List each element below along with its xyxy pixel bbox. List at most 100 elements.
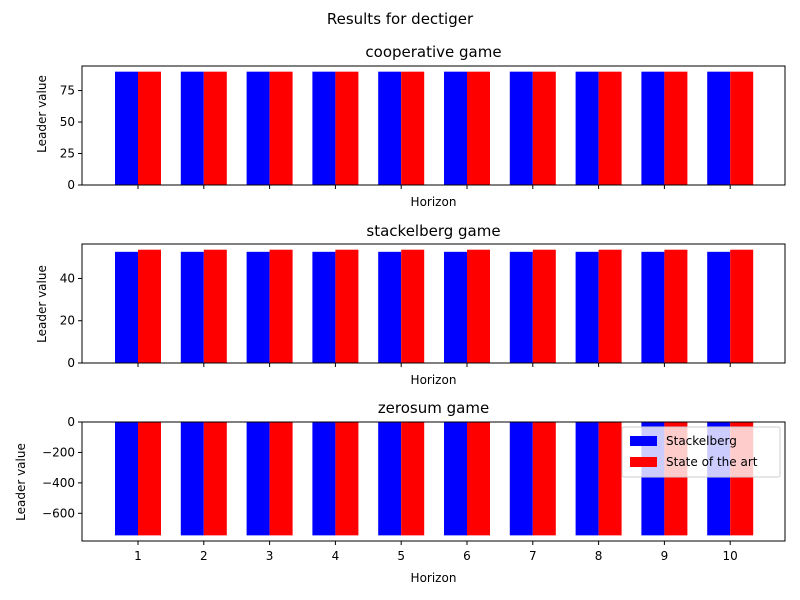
bar-state-of-the-art-h1	[138, 249, 161, 363]
bar-stackelberg-h8	[575, 71, 599, 185]
bar-state-of-the-art-h6	[467, 422, 490, 536]
bar-state-of-the-art-h1	[138, 71, 161, 185]
bar-stackelberg-h10	[707, 71, 731, 185]
bar-stackelberg-h2	[180, 251, 204, 363]
panel-2-plot-area: 0 20 40	[60, 243, 786, 370]
bar-state-of-the-art-h4	[335, 249, 359, 363]
bar-stackelberg-h7	[509, 422, 533, 536]
xtick-label: 2	[200, 549, 208, 563]
bar-stackelberg-h5	[378, 71, 402, 185]
bar-stackelberg-h4	[312, 422, 336, 536]
bar-stackelberg-h2	[180, 422, 204, 536]
bar-stackelberg-h5	[378, 422, 402, 536]
ytick-label: 40	[60, 271, 75, 285]
bar-stackelberg-h6	[444, 71, 467, 185]
bar-state-of-the-art-h5	[401, 71, 425, 185]
panel-2-title: stackelberg game	[366, 222, 500, 240]
bar-state-of-the-art-h8	[598, 249, 622, 363]
axes-frame	[81, 243, 786, 364]
bar-state-of-the-art-h3	[269, 249, 293, 363]
bar-state-of-the-art-h7	[532, 71, 556, 185]
bar-state-of-the-art-h4	[335, 422, 359, 536]
ytick-label: 75	[60, 84, 75, 98]
ytick-label: 25	[60, 147, 75, 161]
bar-stackelberg-h6	[444, 251, 467, 363]
bar-state-of-the-art-h8	[598, 422, 622, 536]
bar-stackelberg-h8	[575, 251, 599, 363]
axes-frame	[81, 65, 786, 186]
bar-state-of-the-art-h3	[269, 422, 293, 536]
bar-state-of-the-art-h3	[269, 71, 293, 185]
panel-stackelberg: stackelberg game 0 20 40 Horizon Leader va…	[35, 222, 786, 387]
bar-state-of-the-art-h9	[664, 71, 688, 185]
bar-stackelberg-h3	[246, 71, 270, 185]
xtick-label: 1	[134, 549, 142, 563]
bar-stackelberg-h7	[509, 251, 533, 363]
bar-state-of-the-art-h4	[335, 71, 359, 185]
panel-1-title: cooperative game	[365, 43, 501, 61]
ytick-label: 0	[67, 415, 75, 429]
bar-stackelberg-h9	[641, 71, 665, 185]
ytick-label: 0	[67, 356, 75, 370]
bar-stackelberg-h5	[378, 251, 402, 363]
panel-2-xlabel: Horizon	[411, 373, 457, 387]
xtick-label: 7	[529, 549, 537, 563]
bar-stackelberg-h1	[115, 422, 138, 536]
bar-stackelberg-h3	[246, 251, 270, 363]
legend-label: State of the art	[666, 455, 758, 469]
panel-3-xlabel: Horizon	[411, 571, 457, 585]
ytick-label: −200	[42, 445, 75, 459]
panel-3-ylabel: Leader value	[14, 443, 28, 521]
xtick-label: 10	[723, 549, 738, 563]
ytick-label: 50	[60, 115, 75, 129]
bar-state-of-the-art-h9	[664, 249, 688, 363]
bar-stackelberg-h8	[575, 422, 599, 536]
bar-state-of-the-art-h7	[532, 422, 556, 536]
bar-stackelberg-h4	[312, 71, 336, 185]
panel-cooperative: cooperative game 0 25 50 75 Horizon Leader …	[35, 43, 786, 209]
ytick-label: −600	[42, 506, 75, 520]
xtick-label: 5	[397, 549, 405, 563]
bar-stackelberg-h1	[115, 71, 138, 185]
xtick-label: 3	[266, 549, 274, 563]
bar-stackelberg-h10	[707, 251, 731, 363]
bar-state-of-the-art-h8	[598, 71, 622, 185]
legend-swatch	[630, 436, 657, 446]
bar-state-of-the-art-h5	[401, 249, 425, 363]
panel-1-plot-area: 0 25 50 75	[60, 65, 786, 192]
panel-3-plot-area: −600 −400 −200 0 1 2 3 4 5 6 7 8 9 10 Stackelberg State…	[42, 415, 786, 563]
bar-state-of-the-art-h2	[203, 422, 227, 536]
bar-state-of-the-art-h7	[532, 249, 556, 363]
legend-label: Stackelberg	[666, 434, 737, 448]
ytick-label: 0	[67, 178, 75, 192]
bar-stackelberg-h3	[246, 422, 270, 536]
bar-state-of-the-art-h1	[138, 422, 161, 536]
ytick-label: −400	[42, 476, 75, 490]
bar-stackelberg-h2	[180, 71, 204, 185]
bar-state-of-the-art-h6	[467, 249, 490, 363]
panel-3-title: zerosum game	[378, 399, 489, 417]
bar-stackelberg-h1	[115, 251, 138, 363]
bar-state-of-the-art-h6	[467, 71, 490, 185]
legend-box	[621, 426, 781, 478]
ytick-label: 20	[60, 314, 75, 328]
figure-suptitle: Results for dectiger	[327, 10, 474, 28]
bar-state-of-the-art-h5	[401, 422, 425, 536]
bar-state-of-the-art-h10	[730, 71, 754, 185]
panel-1-ylabel: Leader value	[35, 75, 49, 153]
axes-frame	[81, 421, 786, 542]
panel-2-ylabel: Leader value	[35, 265, 49, 343]
legend: Stackelberg State of the art	[621, 426, 781, 478]
bar-stackelberg-h4	[312, 251, 336, 363]
bar-stackelberg-h7	[509, 71, 533, 185]
panel-zerosum: zerosum game −600 −400 −200 0 1 2 3 4 5 6 7 8 9 10 Sta…	[14, 399, 786, 585]
bar-stackelberg-h9	[641, 251, 665, 363]
xtick-label: 4	[332, 549, 340, 563]
bar-state-of-the-art-h2	[203, 249, 227, 363]
bar-stackelberg-h6	[444, 422, 467, 536]
xtick-label: 8	[595, 549, 603, 563]
bar-state-of-the-art-h10	[730, 249, 754, 363]
xtick-label: 9	[661, 549, 669, 563]
xtick-label: 6	[463, 549, 471, 563]
